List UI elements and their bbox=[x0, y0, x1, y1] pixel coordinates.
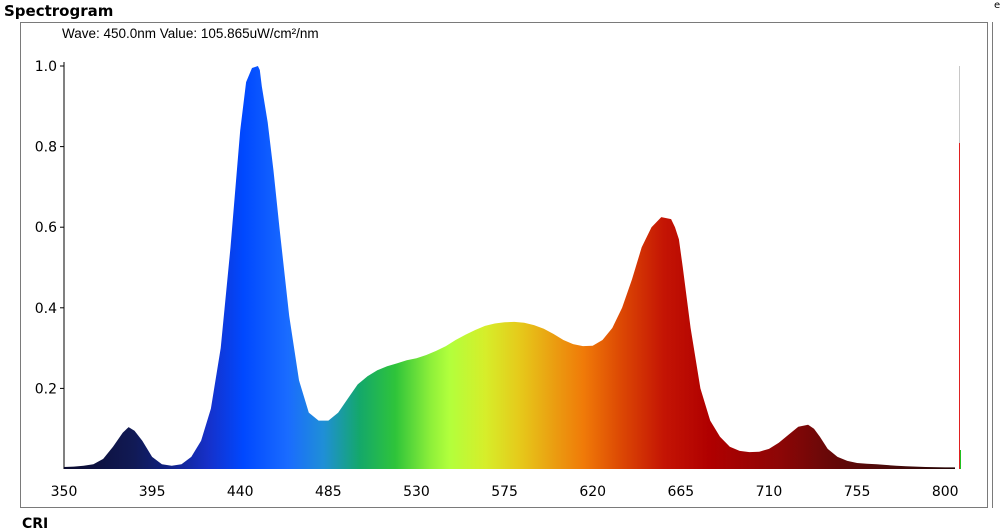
clipped-next-panel-title: e bbox=[994, 0, 1000, 11]
x-tick-label: 710 bbox=[756, 484, 783, 500]
x-tick-label: 575 bbox=[491, 484, 518, 500]
x-tick-label: 440 bbox=[227, 484, 254, 500]
x-tick-label: 530 bbox=[403, 484, 430, 500]
x-tick-label: 665 bbox=[667, 484, 694, 500]
y-tick-label: 0.4 bbox=[35, 301, 57, 317]
cursor-indicator bbox=[959, 66, 961, 469]
y-tick-label: 0.8 bbox=[35, 140, 57, 156]
x-ticks: 350 395 440 485 530 575 620 665 710 755 800 bbox=[51, 484, 959, 500]
x-tick-label: 395 bbox=[139, 484, 166, 500]
x-tick-label: 755 bbox=[844, 484, 871, 500]
chart-title: Spectrogram bbox=[4, 2, 114, 20]
x-tick-label: 350 bbox=[51, 484, 78, 500]
y-ticks: 0.2 0.4 0.6 0.8 1.0 bbox=[35, 59, 64, 397]
y-tick-label: 0.2 bbox=[35, 381, 57, 397]
cursor-readout: Wave: 450.0nm Value: 105.865uW/cm²/nm bbox=[62, 26, 319, 41]
y-tick-label: 1.0 bbox=[35, 59, 57, 75]
cri-section-title: CRI bbox=[22, 516, 49, 532]
x-tick-label: 485 bbox=[315, 484, 342, 500]
spectrum-area bbox=[64, 66, 955, 469]
x-tick-label: 800 bbox=[932, 484, 959, 500]
adjacent-panel-edge bbox=[992, 22, 1000, 508]
y-tick-label: 0.6 bbox=[35, 220, 57, 236]
x-tick-label: 620 bbox=[579, 484, 606, 500]
